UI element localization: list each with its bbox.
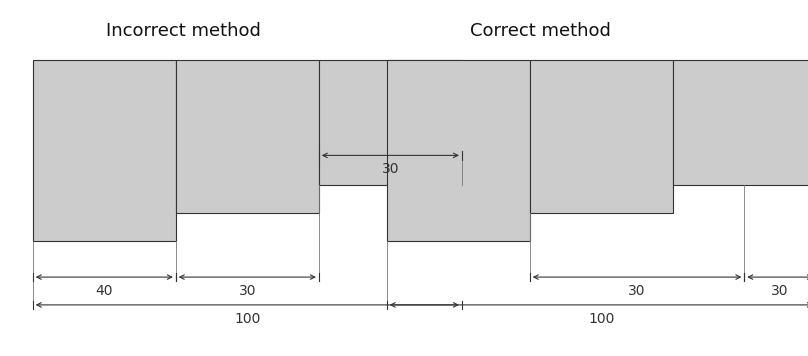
Text: 100: 100 — [234, 312, 260, 326]
Text: 30: 30 — [381, 162, 399, 176]
Bar — [33, 60, 176, 241]
Text: 30: 30 — [629, 284, 646, 298]
Text: 30: 30 — [238, 284, 256, 298]
Text: 40: 40 — [95, 284, 113, 298]
Text: 100: 100 — [588, 312, 615, 326]
Text: Correct method: Correct method — [470, 22, 611, 40]
Bar — [530, 60, 673, 213]
Text: 30: 30 — [772, 284, 789, 298]
Bar — [176, 60, 319, 213]
Bar — [673, 60, 808, 185]
Text: Incorrect method: Incorrect method — [106, 22, 260, 40]
Bar — [319, 60, 462, 185]
Bar — [387, 60, 530, 241]
